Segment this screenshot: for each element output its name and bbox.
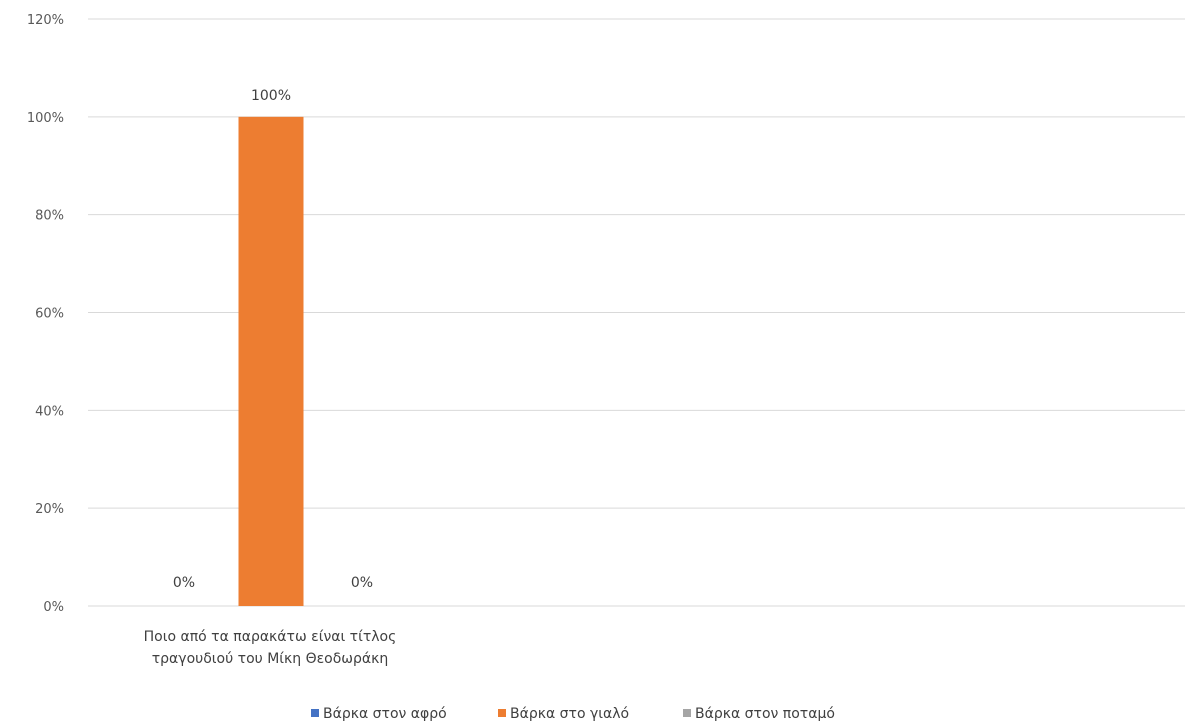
- y-tick-label: 100%: [27, 111, 64, 126]
- y-tick-label: 20%: [35, 502, 64, 517]
- data-labels: 0% 100% 0%: [173, 88, 373, 591]
- y-tick-label: 0%: [43, 600, 64, 615]
- category-label-line: Ποιο από τα παρακάτω είναι τίτλος: [144, 629, 397, 645]
- legend-label: Βάρκα στον αφρό: [323, 706, 447, 722]
- legend-label: Βάρκα στον ποταμό: [695, 706, 835, 722]
- legend-label: Βάρκα στο γιαλό: [510, 706, 629, 722]
- y-tick-label: 60%: [35, 307, 64, 322]
- y-tick-label: 120%: [27, 13, 64, 28]
- category-label-line: τραγουδιού του Μίκη Θεοδωράκη: [152, 651, 389, 667]
- y-tick-label: 80%: [35, 209, 64, 224]
- data-label: 0%: [351, 575, 373, 591]
- category-label: Ποιο από τα παρακάτω είναι τίτλος τραγουδ…: [144, 629, 397, 667]
- legend-swatch: [311, 709, 319, 717]
- legend: Βάρκα στον αφρό Βάρκα στο γιαλό Βάρκα στον…: [311, 706, 835, 722]
- legend-swatch: [683, 709, 691, 717]
- x-axis-category-labels: Ποιο από τα παρακάτω είναι τίτλος τραγουδ…: [144, 629, 397, 667]
- data-label: 0%: [173, 575, 195, 591]
- bar: [238, 116, 304, 606]
- y-axis-tick-labels: 0% 20% 40% 60% 80% 100% 120%: [27, 13, 64, 615]
- legend-swatch: [498, 709, 506, 717]
- y-tick-label: 40%: [35, 404, 64, 419]
- bars: [238, 116, 304, 606]
- data-label: 100%: [251, 88, 291, 104]
